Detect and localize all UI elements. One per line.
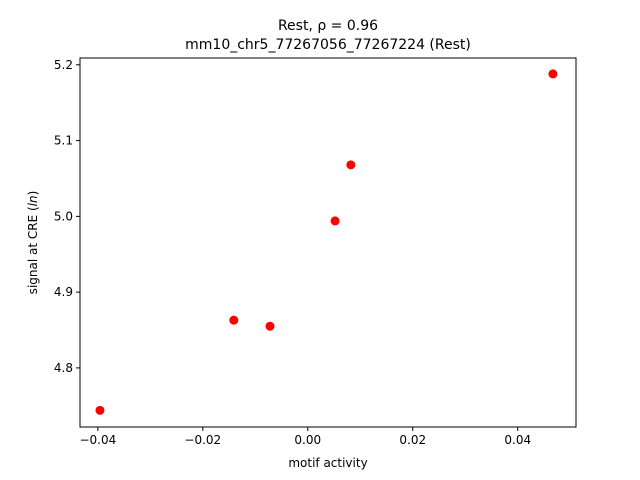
chart-subtitle: mm10_chr5_77267056_77267224 (Rest) [185, 37, 471, 53]
points-layer [95, 69, 558, 415]
x-tick-label-2: −0.02 [184, 433, 221, 447]
scatter-point-3 [265, 321, 275, 331]
chart-title-prefix: Rest, [278, 18, 317, 34]
x-tick-label-4: 0.02 [399, 433, 426, 447]
y-axis-label-italic: ln [26, 195, 40, 206]
y-tick-label-5: 5.2 [54, 58, 73, 72]
chart-title: Rest, ρ = 0.96 [278, 18, 378, 34]
y-axis-label-suffix: ) [26, 191, 40, 196]
y-tick-label-2: 4.9 [54, 285, 73, 299]
y-tick-label-3: 5.0 [54, 209, 73, 223]
y-tick-label-4: 5.1 [54, 134, 73, 148]
y-axis-label-prefix: signal at CRE ( [26, 206, 40, 294]
x-tick-label-1: −0.04 [79, 433, 116, 447]
scatter-point-6 [548, 69, 558, 79]
y-tick-label-1: 4.8 [54, 361, 73, 375]
x-axis-ticks: −0.04 −0.02 0.00 0.02 0.04 [79, 427, 531, 447]
x-axis-label: motif activity [288, 456, 367, 470]
plot-frame [79, 57, 577, 428]
scatter-point-5 [346, 160, 356, 170]
scatter-point-4 [330, 216, 340, 226]
y-axis-ticks: 4.8 4.9 5.0 5.1 5.2 [54, 58, 80, 375]
x-tick-label-5: 0.04 [504, 433, 531, 447]
scatter-point-2 [229, 315, 239, 325]
chart-title-rho: ρ = 0.96 [317, 18, 378, 34]
x-tick-label-3: 0.00 [294, 433, 321, 447]
scatter-point-1 [95, 405, 105, 415]
y-axis-label: signal at CRE (ln) [26, 191, 40, 295]
